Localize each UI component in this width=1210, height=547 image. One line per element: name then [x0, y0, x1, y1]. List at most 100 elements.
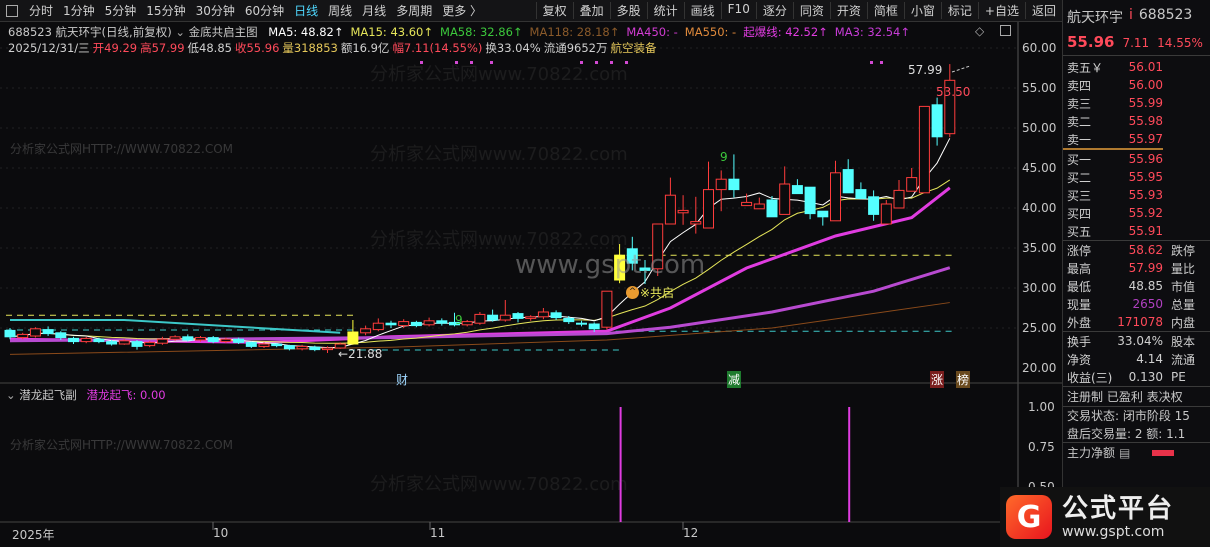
candle-body — [449, 321, 460, 326]
watermark: 分析家公式网www.70822.com — [370, 474, 628, 495]
period-tab[interactable]: 多周期 — [396, 4, 433, 18]
candle-body — [93, 338, 105, 343]
tool-button[interactable]: 同资 — [792, 2, 830, 19]
candle-body — [131, 341, 143, 347]
indicator-dropdown-icon[interactable]: ⌄ — [175, 25, 185, 39]
tool-button[interactable]: 画线 — [683, 2, 721, 19]
list-icon[interactable]: ▤ — [1119, 445, 1131, 460]
candle-body — [169, 336, 181, 340]
ohlc-item: 流通9652万 — [543, 41, 608, 55]
quote-header: 航天环宇 ⅰ 688523 — [1063, 0, 1210, 27]
mark-bang[interactable]: 榜 — [956, 371, 971, 388]
mark-zhang[interactable]: 涨 — [930, 371, 945, 388]
info-icon[interactable]: ⅰ — [1129, 7, 1133, 23]
diamond-icon[interactable]: ◇ — [975, 24, 985, 38]
candle-body — [677, 209, 689, 214]
tool-button[interactable]: 逐分 — [755, 2, 793, 19]
price-tick: 55.00 — [1022, 81, 1057, 95]
period-tab[interactable]: 更多 〉 — [442, 4, 483, 18]
tool-button[interactable]: F10 — [720, 2, 756, 19]
signal-dot — [880, 61, 883, 64]
ma-label: MA118: 28.18↑ — [529, 25, 620, 39]
candle-body — [791, 185, 803, 195]
period-tab[interactable]: 月线 — [362, 4, 387, 18]
price-change-pct: 14.55% — [1157, 36, 1203, 50]
row-extra: 内盘 — [1171, 315, 1196, 330]
ma-label: MA15: 43.60↑ — [350, 25, 434, 39]
sub-dropdown-icon[interactable]: ⌄ — [6, 388, 16, 402]
candle-body — [944, 79, 956, 135]
row-value: 48.85 — [1128, 279, 1163, 293]
row-value: 57.99 — [1128, 261, 1163, 275]
ma-label: 起爆线: 42.52↑ — [743, 25, 828, 39]
row-value: 56.00 — [1128, 78, 1163, 92]
tool-button[interactable]: 多股 — [609, 2, 647, 19]
row-label: 换手 — [1067, 334, 1092, 349]
tool-button[interactable]: +自选 — [977, 2, 1025, 19]
period-tab[interactable]: 5分钟 — [104, 4, 137, 18]
candle-body — [525, 316, 537, 319]
date-tick: 2025年 — [12, 528, 55, 542]
row-value: 55.97 — [1128, 132, 1163, 146]
main-flow[interactable]: 主力净额 ▤ — [1063, 442, 1210, 462]
candle-body — [753, 203, 765, 210]
mark-jian[interactable]: 减 — [727, 371, 742, 388]
candle-body — [715, 178, 727, 191]
tool-button[interactable]: 开资 — [829, 2, 867, 19]
candle-body — [55, 332, 67, 339]
candle-body — [652, 223, 664, 270]
panel-icon[interactable] — [1000, 25, 1011, 36]
candle-body — [639, 267, 651, 271]
candle-body — [868, 196, 880, 215]
quote-row: 卖三 55.99 — [1063, 94, 1210, 112]
period-tab[interactable]: 30分钟 — [195, 4, 235, 18]
panel-toggle-icon[interactable] — [6, 4, 18, 17]
price-tick: 30.00 — [1022, 281, 1057, 295]
row-label: 收益(三) — [1067, 370, 1113, 385]
trade-status: 交易状态: 闭市阶段 15 — [1063, 406, 1210, 424]
candle-body — [118, 340, 130, 345]
tool-button[interactable]: 简框 — [866, 2, 904, 19]
period-tab[interactable]: 日线 — [294, 4, 319, 18]
candle-body — [563, 317, 575, 323]
tool-button[interactable]: 叠加 — [572, 2, 610, 19]
period-tab[interactable]: 分时 — [29, 4, 54, 18]
candle-body — [372, 322, 384, 331]
candle-body — [296, 345, 308, 350]
tool-button[interactable]: 小窗 — [903, 2, 941, 19]
candle-body — [601, 290, 613, 328]
candle-body — [360, 328, 372, 334]
kline-chart[interactable] — [0, 0, 1062, 547]
tool-button[interactable]: 返回 — [1024, 2, 1062, 19]
mid-annotation: 53.50 — [936, 85, 971, 99]
logo-url: www.gspt.com — [1062, 524, 1165, 540]
sub-indicator-name[interactable]: 潜龙起飞副 — [19, 388, 77, 402]
candle-body — [512, 313, 524, 319]
row-extra: 总量 — [1171, 297, 1196, 312]
quote-row: 最低 48.85 市值 — [1063, 277, 1210, 295]
watermark: 分析家公式网HTTP://WWW.70822.COM — [10, 438, 234, 452]
row-value: 55.92 — [1128, 206, 1163, 220]
tool-button[interactable]: 标记 — [940, 2, 978, 19]
row-label: 外盘 — [1067, 315, 1092, 330]
quote-row: 买四 55.92 — [1063, 204, 1210, 222]
candle-body — [309, 346, 321, 351]
ohlc-item: 高57.99 — [140, 41, 185, 55]
period-tab[interactable]: 60分钟 — [244, 4, 285, 18]
row-extra: PE — [1171, 370, 1186, 384]
row-label: 卖一 — [1067, 132, 1092, 147]
period-tab[interactable]: 1分钟 — [63, 4, 95, 18]
price-tick: 60.00 — [1022, 41, 1057, 55]
candle-body — [741, 201, 753, 207]
tool-button[interactable]: 统计 — [646, 2, 684, 19]
mark-cai[interactable]: 财 — [396, 373, 409, 387]
candle-body — [398, 321, 410, 327]
row-extra: 跌停 — [1171, 243, 1196, 258]
row-label: 净资 — [1067, 352, 1092, 367]
quote-row: 卖四 56.00 — [1063, 76, 1210, 94]
ma-label: MA3: 32.54↑ — [834, 25, 910, 39]
period-tab[interactable]: 15分钟 — [146, 4, 186, 18]
period-tab[interactable]: 周线 — [328, 4, 353, 18]
indicator-name[interactable]: 金底共启主图 — [188, 25, 258, 39]
tool-button[interactable]: 复权 — [535, 2, 573, 19]
